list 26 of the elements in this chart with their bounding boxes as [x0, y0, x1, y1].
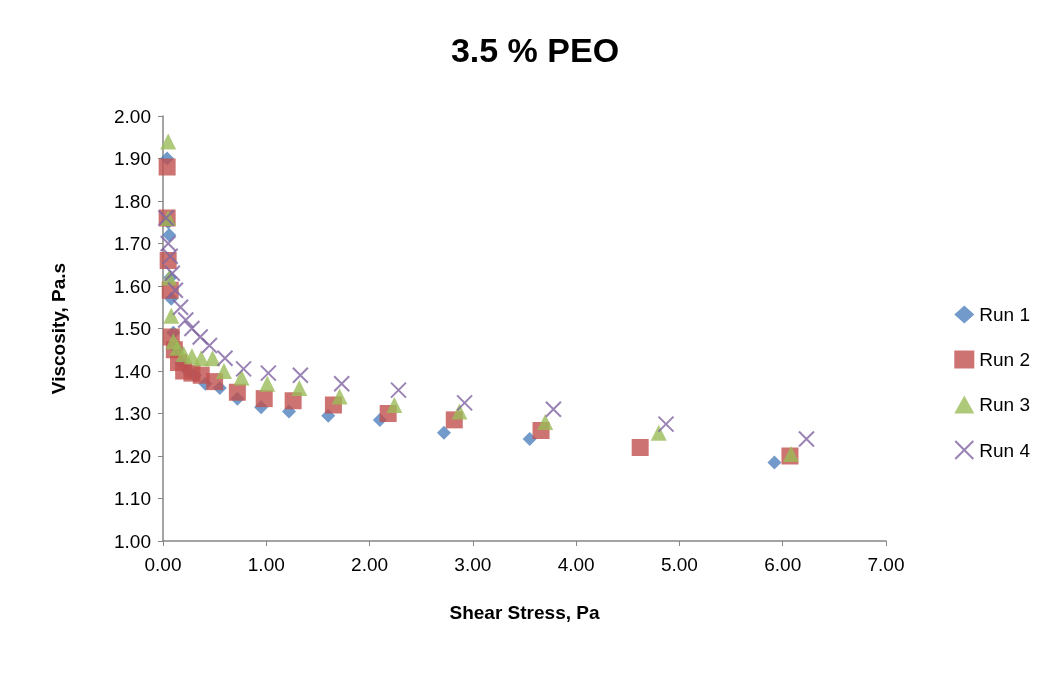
y-tick-label: 2.00 [114, 105, 151, 127]
x-tick-label: 5.00 [660, 554, 698, 575]
x-tick-label: 4.00 [557, 554, 595, 575]
legend-label: Run 4 [979, 439, 1031, 461]
y-tick-label: 1.10 [114, 488, 151, 509]
x-axis-title: Shear Stress, Pa [449, 602, 600, 623]
legend-label: Run 1 [979, 304, 1030, 325]
y-tick-label: 1.80 [114, 190, 151, 212]
y-axis-title: Viscosity, Pa.s [48, 262, 69, 395]
legend-label: Run 2 [979, 349, 1030, 370]
y-tick-label: 1.40 [114, 360, 151, 382]
y-tick-label: 1.30 [114, 403, 151, 424]
x-tick-label: 6.00 [764, 554, 802, 575]
y-tick-label: 1.50 [114, 318, 151, 339]
y-tick-label: 1.20 [114, 445, 151, 467]
y-tick-label: 1.90 [114, 148, 151, 169]
x-tick-label: 1.00 [247, 554, 285, 575]
chart-title: 3.5 % PEO [450, 31, 620, 69]
x-tick-label: 3.00 [454, 554, 492, 575]
y-tick-label: 1.70 [114, 233, 151, 254]
y-tick-label: 1.00 [114, 530, 151, 552]
x-tick-label: 0.00 [144, 554, 182, 575]
x-tick-label: 7.00 [867, 554, 905, 575]
y-tick-label: 1.60 [114, 275, 151, 297]
x-tick-label: 2.00 [351, 554, 389, 575]
legend-label: Run 3 [979, 394, 1030, 415]
